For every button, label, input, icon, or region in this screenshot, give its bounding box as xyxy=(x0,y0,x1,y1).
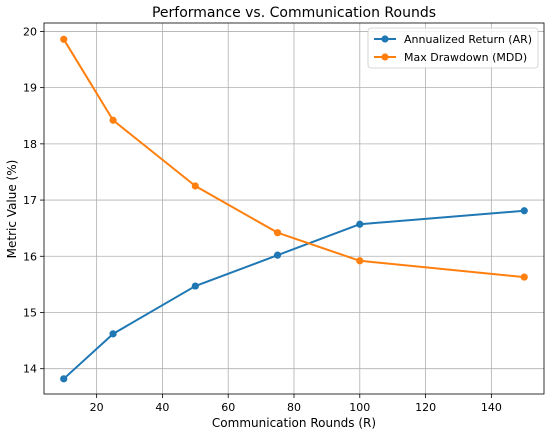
legend-swatch-marker xyxy=(381,35,389,43)
data-point xyxy=(191,182,199,190)
legend: Annualized Return (AR) Max Drawdown (MDD) xyxy=(367,27,539,69)
data-point xyxy=(273,251,282,259)
x-tick-label: 20 xyxy=(90,401,104,414)
grid xyxy=(44,23,544,394)
y-tick-label: 17 xyxy=(23,194,37,207)
x-tick-label: 40 xyxy=(155,401,169,414)
y-tick-label: 18 xyxy=(23,138,37,151)
y-tick-label: 19 xyxy=(23,82,37,95)
legend-swatch-marker xyxy=(381,53,389,61)
data-point xyxy=(60,375,68,383)
data-point xyxy=(109,116,117,124)
legend-label: Annualized Return (AR) xyxy=(404,33,532,46)
data-point xyxy=(60,35,68,43)
series-line-0 xyxy=(63,209,525,380)
data-point xyxy=(273,229,282,237)
y-tick-label: 14 xyxy=(23,363,37,376)
data-point xyxy=(520,273,528,281)
x-tick-label: 120 xyxy=(415,401,436,414)
y-tick-label: 16 xyxy=(23,250,37,263)
data-point xyxy=(520,207,528,215)
legend-box xyxy=(367,27,539,69)
x-tick-label: 100 xyxy=(349,401,370,414)
data-point xyxy=(356,220,364,228)
legend-label: Max Drawdown (MDD) xyxy=(404,51,527,64)
x-tick-label: 80 xyxy=(287,401,301,414)
data-point xyxy=(191,282,199,290)
y-tick-label: 15 xyxy=(23,306,37,319)
series-layer xyxy=(60,35,528,383)
data-point xyxy=(109,330,117,338)
x-tick-label: 60 xyxy=(221,401,235,414)
data-point xyxy=(356,257,364,265)
x-axis-label: Communication Rounds (R) xyxy=(212,416,376,430)
axis-ticks: 20 40 60 80 100 120 140 14 15 16 17 18 19 20 xyxy=(23,25,502,414)
y-tick-label: 20 xyxy=(23,25,37,38)
series-line-1 xyxy=(62,38,525,279)
x-tick-label: 140 xyxy=(481,401,502,414)
y-axis-label: Metric Value (%) xyxy=(5,160,19,259)
chart-title: Performance vs. Communication Rounds xyxy=(152,5,436,21)
